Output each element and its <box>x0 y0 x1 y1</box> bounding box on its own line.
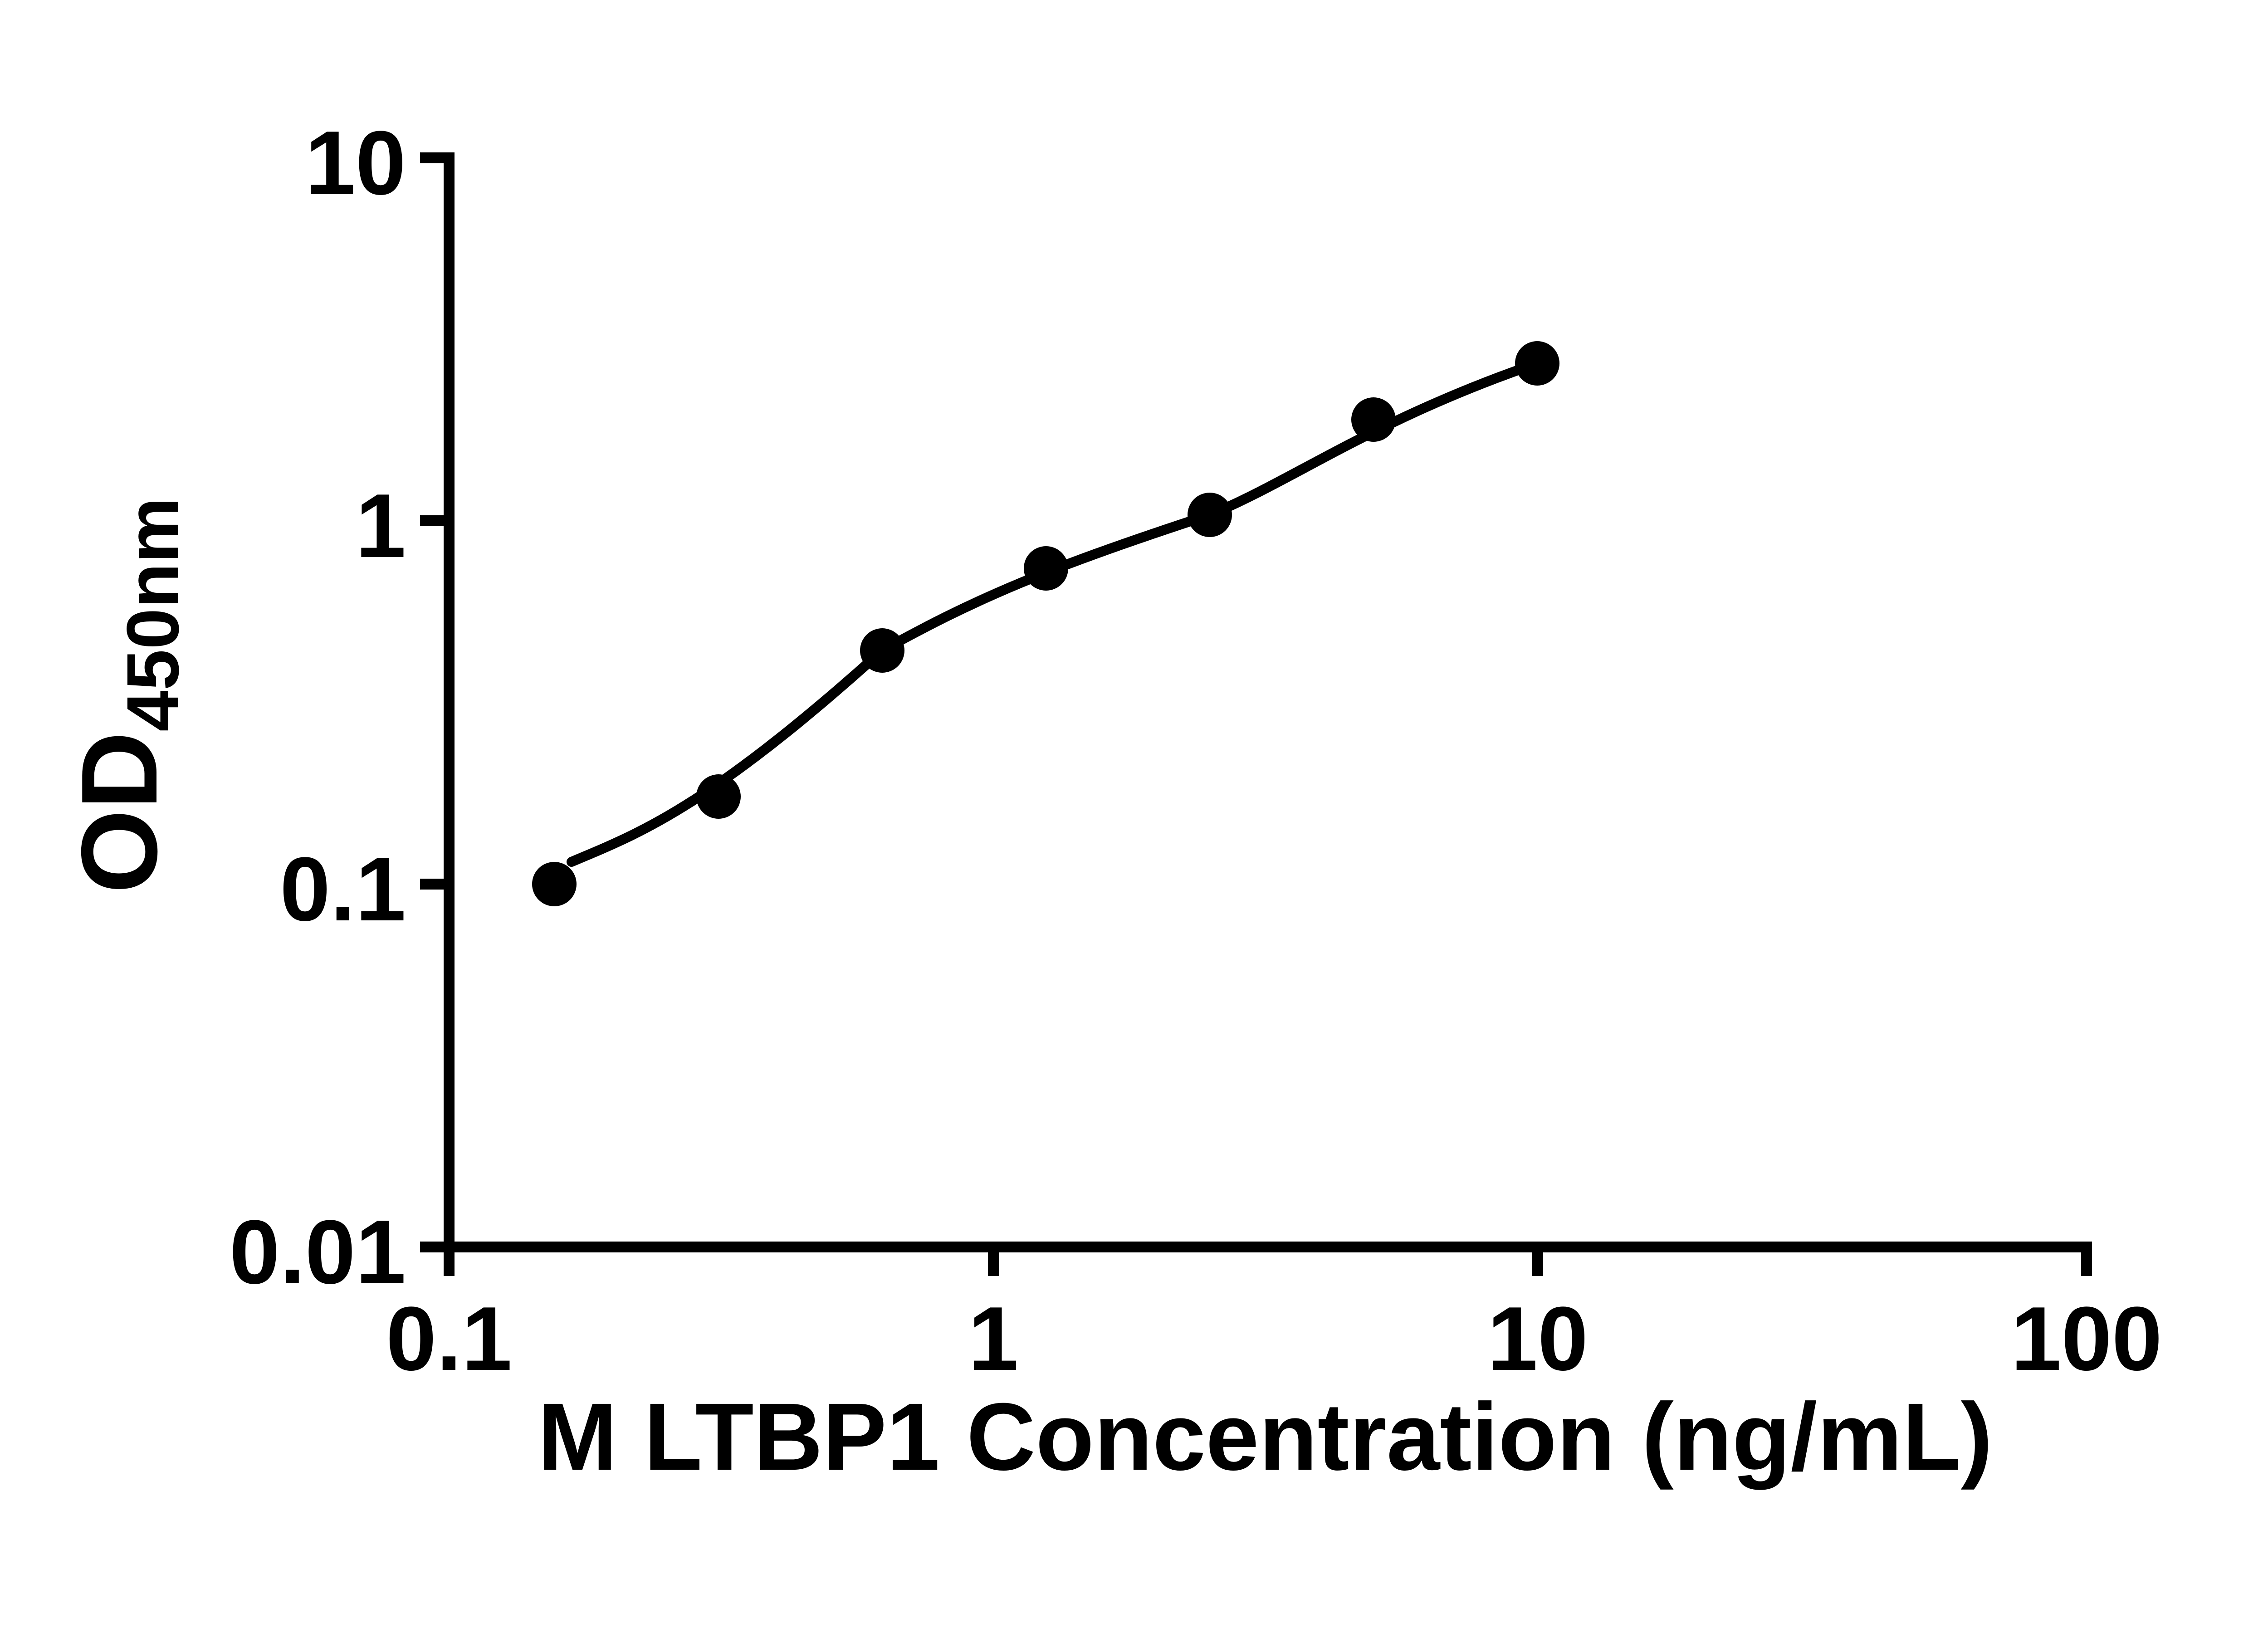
svg-text:0.01: 0.01 <box>230 1202 406 1303</box>
svg-text:M LTBP1 Concentration (ng/mL): M LTBP1 Concentration (ng/mL) <box>538 1383 1993 1490</box>
svg-text:100: 100 <box>2011 1288 2162 1389</box>
svg-text:0.1: 0.1 <box>280 839 406 940</box>
svg-text:10: 10 <box>1487 1288 1588 1389</box>
svg-text:1: 1 <box>356 475 406 577</box>
svg-text:10: 10 <box>305 112 406 214</box>
svg-text:0.1: 0.1 <box>386 1288 512 1389</box>
svg-text:1: 1 <box>968 1288 1018 1389</box>
